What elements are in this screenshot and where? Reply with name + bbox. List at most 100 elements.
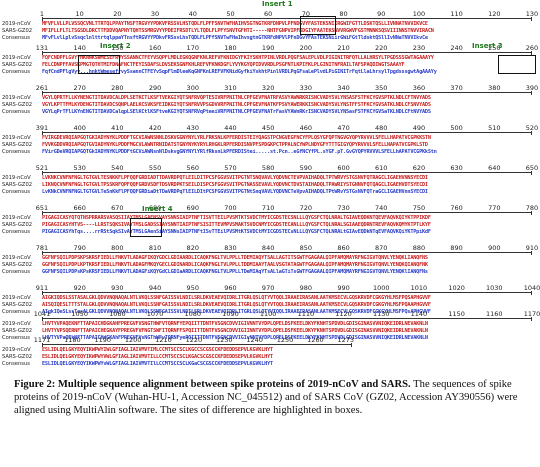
- position-tick-label: 590: [299, 164, 313, 172]
- position-tick-label: 850: [299, 244, 313, 252]
- insert-highlight-box: [78, 55, 120, 74]
- position-tick-label: 310: [224, 84, 237, 92]
- sequence-name: Consensus: [2, 189, 30, 195]
- sequence-row: SARS-GZ02 ESLIDLQELGKYEQYIKWPWYVWLGFIAGLI…: [0, 354, 540, 360]
- position-tick-label: 330: [299, 84, 313, 92]
- position-tick-label: 610: [375, 164, 388, 172]
- position-tick-label: 630: [450, 164, 463, 172]
- position-ruler-labels: 651 660 670 680 690 700 710 720 730 740 750 760 770 7…: [0, 204, 540, 212]
- position-tick-label: 80: [339, 10, 348, 18]
- position-tick-label: 580: [261, 164, 275, 172]
- position-ruler-labels: 781 790 800 810 820 830 840 850 860 870 880 890 900 9…: [0, 244, 540, 252]
- position-tick-label: 50: [226, 10, 235, 18]
- sequence-row: 2019-nCoV LHVTYVPAQEKNFTTAPAICHDGKAHFPREG…: [0, 321, 540, 327]
- sequence-name: Consensus: [2, 335, 30, 341]
- position-tick-label: 780: [525, 204, 539, 212]
- position-ruler: [42, 171, 532, 176]
- sequence-residues: VGYLQPRTFLLKYNENGTITDAVDCALDPLSETKCTLKSF…: [42, 95, 431, 101]
- figure-title: Figure 2: Multiple sequence alignment be…: [14, 379, 411, 390]
- alignment-block: 651 660 670 680 690 700 710 720 730 740 750 760 770 7…: [0, 204, 540, 237]
- position-tick-label: 220: [375, 44, 388, 52]
- position-tick-label: 1230: [215, 336, 233, 344]
- position-tick-label: 120: [488, 10, 501, 18]
- position-tick-label: 920: [73, 284, 86, 292]
- sequence-residues: LvKNkCVNFNFNGLTGTGVLTeSnKkFlPFQQFGRDiaDt…: [42, 189, 428, 195]
- position-ruler: [42, 211, 532, 216]
- sequence-name: 2019-nCoV: [2, 347, 31, 353]
- alignment-block: 261 270 280 290 300 310 320 330 340 350 360 370 380 3…: [0, 84, 540, 117]
- position-tick-label: 1273: [337, 336, 355, 344]
- sequence-name: Consensus: [2, 69, 30, 75]
- position-tick-label: 90: [377, 10, 386, 18]
- position-tick-label: 560: [186, 164, 199, 172]
- sequence-row: 2019-nCoV ESLIDLQELGKYEQYIKWPWYIWLGFIAGLI…: [0, 347, 540, 353]
- sequence-name: 2019-nCoV: [2, 55, 31, 61]
- position-tick-label: 840: [261, 244, 275, 252]
- sequence-row: Consensus ESLIDLQELGKYEQYIKWPWYvWLGFIAGLI…: [0, 361, 540, 367]
- sequence-name: 2019-nCoV: [2, 215, 31, 221]
- position-tick-label: 1160: [486, 310, 503, 318]
- sequence-row: Consensus LvKNkCVNFNFNGLTGTGVLTeSnKkFlPFQ…: [0, 189, 540, 195]
- sequence-row: SARS-GZ02 GGFNFSQILPDPLKPTKRSFIEDLLFNKVTL…: [0, 262, 540, 268]
- sequence-alignment: 1 10 20 30 40 50 60 70 80 90 100 110 120 130 2019-nCoV…: [0, 0, 540, 367]
- sequence-row: SARS-GZ02 FVVKGDDVRQIAPGQTGVIADYNYKLPDDFM…: [0, 142, 540, 148]
- position-tick-label: 1190: [94, 336, 112, 344]
- position-tick-label: 1010: [410, 284, 428, 292]
- insert-label: Insert 3: [472, 42, 503, 50]
- position-tick-label: 1070: [146, 310, 164, 318]
- sequence-residues: MFIFLLFLTLTSGSDLDRCTTFDDVQAPNYTQHTSSMRGV…: [42, 28, 434, 34]
- position-tick-label: 820: [186, 244, 199, 252]
- position-tick-label: 20: [113, 10, 122, 18]
- position-ruler-labels: 1171 1180 1190 1200 1210 1220 1230 1240 1250 1260…: [0, 336, 540, 344]
- sequence-residues: AIgkIQeSLssTasALGKLQDVVNQNAQALNTLVKQLSSN…: [42, 309, 431, 315]
- alignment-block: 391 400 410 420 430 440 450 460 470 480 490 500 510 5…: [0, 124, 540, 157]
- sequence-name: SARS-GZ02: [2, 142, 33, 148]
- sequence-row: SARS-GZ02 MFIFLLFLTLTSGSDLDRCTTFDDVQAPNYT…: [0, 28, 540, 34]
- sequence-name: Consensus: [2, 35, 30, 41]
- sequence-residues: LHVTYVPaQEkNFTTAPAICHdGKAhFPREGVFVsNGThW…: [42, 335, 428, 341]
- sequence-row: 2019-nCoV VGYLQPRTFLLKYNENGTITDAVDCALDPLS…: [0, 95, 540, 101]
- sequence-name: Consensus: [2, 229, 30, 235]
- position-tick-label: 470: [337, 124, 350, 132]
- sequence-residues: ESLIDLQELGKYEQYIKWPWYvWLGFIAGLIAIVMVTIlL…: [42, 361, 273, 367]
- sequence-residues: LVKNKCVNFNFNGLTGTGVLTESNKKFLPFQQFGRDIADT…: [42, 175, 428, 181]
- position-tick-label: 700: [224, 204, 237, 212]
- position-tick-label: 830: [224, 244, 237, 252]
- position-ruler-labels: 131 140 150 160 170 180 190 200 210 220 230 240 250 2…: [0, 44, 540, 52]
- sequence-residues: FVirGDeVRQIAPGQTGkIADYNYKLPDDFtGCViAWNsn…: [42, 149, 437, 155]
- position-tick-label: 130: [525, 10, 539, 18]
- position-tick-label: 1: [39, 10, 45, 18]
- insert-highlight-box: [498, 55, 536, 74]
- position-ruler: [42, 343, 352, 348]
- position-tick-label: 1140: [410, 310, 428, 318]
- position-tick-label: 260: [525, 44, 539, 52]
- sequence-residues: LHVTYVPAQEKNFTTAPAICHDGKAHFPREGVFVSNGTHW…: [42, 321, 428, 327]
- position-tick-label: 1000: [372, 284, 390, 292]
- sequence-name: SARS-GZ02: [2, 302, 33, 308]
- position-tick-label: 781: [35, 244, 49, 252]
- position-tick-label: 180: [224, 44, 237, 52]
- position-tick-label: 350: [375, 84, 388, 92]
- sequence-row: SARS-GZ02 FELCDNPFFAVSKPMGTQTHTMIFDNAFNCT…: [0, 62, 540, 68]
- position-tick-label: 740: [375, 204, 388, 212]
- position-tick-label: 150: [111, 44, 124, 52]
- position-tick-label: 70: [301, 10, 310, 18]
- position-ruler: [42, 251, 532, 256]
- position-tick-label: 390: [525, 84, 539, 92]
- sequence-name: Consensus: [2, 309, 30, 315]
- position-tick-label: 210: [337, 44, 350, 52]
- position-ruler: [42, 51, 532, 56]
- position-tick-label: 640: [488, 164, 501, 172]
- position-tick-label: 650: [525, 164, 539, 172]
- sequence-name: 2019-nCoV: [2, 21, 31, 27]
- position-tick-label: 570: [224, 164, 237, 172]
- position-tick-label: 960: [224, 284, 237, 292]
- position-tick-label: 1200: [124, 336, 142, 344]
- sequence-row: 2019-nCoV LVKNKCVNFNFNGLTGTGVLTESNKKFLPFQ…: [0, 175, 540, 181]
- position-tick-label: 680: [148, 204, 162, 212]
- position-tick-label: 880: [412, 244, 426, 252]
- position-tick-label: 30: [150, 10, 160, 18]
- position-tick-label: 40: [188, 10, 197, 18]
- sequence-row: 2019-nCoV FVIRGDEVRQIAPGQTGKIADYNYKLPDDFT…: [0, 135, 540, 141]
- insert-label: Insert 1: [262, 0, 293, 8]
